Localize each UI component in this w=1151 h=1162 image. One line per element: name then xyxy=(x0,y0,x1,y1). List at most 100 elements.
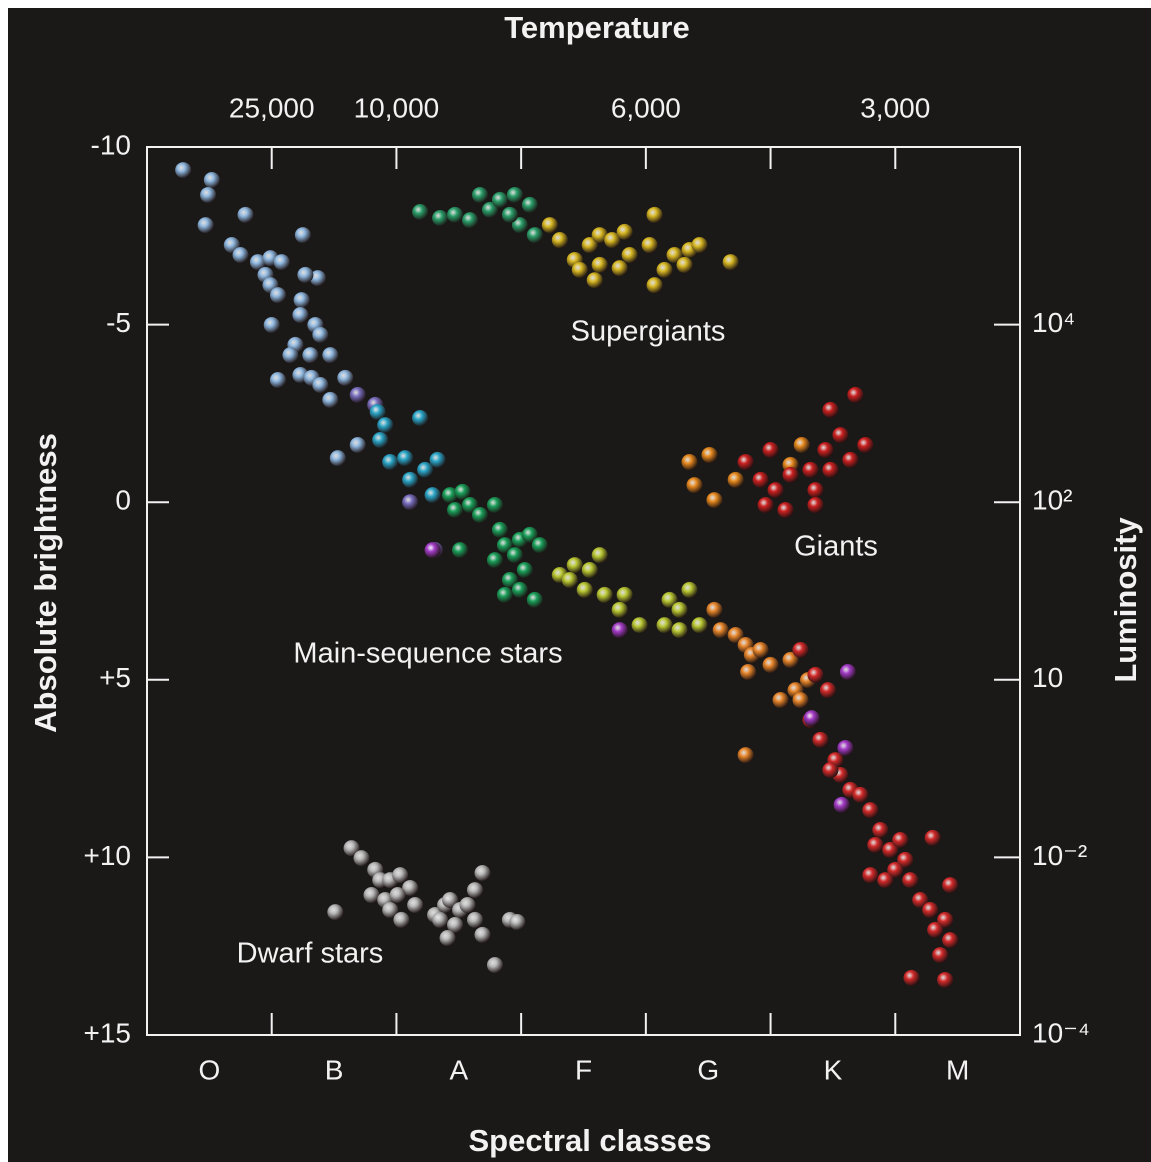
star xyxy=(197,217,214,234)
star xyxy=(591,227,608,244)
star xyxy=(237,206,254,223)
y-tick-label: 0 xyxy=(115,485,131,516)
star xyxy=(417,461,434,478)
annotation: Dwarf stars xyxy=(237,938,384,970)
star xyxy=(269,372,286,389)
star xyxy=(343,840,360,857)
star xyxy=(706,601,723,618)
star xyxy=(621,246,638,263)
star xyxy=(671,601,688,618)
star xyxy=(822,762,839,779)
star xyxy=(752,641,769,658)
star xyxy=(282,347,299,364)
star xyxy=(641,237,658,254)
y2-axis-title: Luminosity xyxy=(1108,517,1143,683)
star xyxy=(892,831,909,848)
star xyxy=(269,287,286,304)
x-tick-label: A xyxy=(449,1054,468,1085)
star xyxy=(616,586,633,603)
star xyxy=(551,232,568,249)
x2-tick-label: 10,000 xyxy=(354,92,440,123)
star xyxy=(691,617,708,634)
y-axis-title: Absolute brightness xyxy=(28,433,63,733)
star xyxy=(867,836,884,853)
star xyxy=(646,277,663,294)
star xyxy=(767,482,784,499)
y2-tick-label: 10² xyxy=(1032,485,1072,516)
star xyxy=(581,562,598,579)
star xyxy=(424,487,441,504)
x-tick-label: K xyxy=(824,1054,843,1085)
star xyxy=(363,887,380,904)
star xyxy=(782,651,799,668)
y-tick-label: +10 xyxy=(84,840,132,871)
star xyxy=(389,887,406,904)
star xyxy=(691,237,708,254)
star xyxy=(897,851,914,868)
star xyxy=(631,617,648,634)
star xyxy=(671,622,688,639)
star xyxy=(402,494,419,511)
star xyxy=(927,921,944,938)
star xyxy=(521,526,538,543)
star xyxy=(466,882,483,899)
star xyxy=(429,451,446,468)
star xyxy=(175,162,192,179)
star xyxy=(656,261,673,278)
x-axis-title: Spectral classes xyxy=(468,1123,711,1158)
star xyxy=(807,497,824,514)
star xyxy=(611,260,628,277)
star xyxy=(309,270,326,287)
star xyxy=(402,879,419,896)
star xyxy=(807,482,824,499)
y-tick-label: +5 xyxy=(99,662,131,693)
star xyxy=(491,521,508,538)
star xyxy=(877,872,894,889)
star xyxy=(862,867,879,884)
star xyxy=(924,829,941,846)
star xyxy=(486,957,503,974)
star xyxy=(501,571,518,588)
star xyxy=(942,932,959,949)
star xyxy=(819,682,836,699)
star xyxy=(706,492,723,509)
y2-tick-label: 10⁴ xyxy=(1032,307,1075,338)
star xyxy=(837,739,854,756)
star xyxy=(839,663,856,680)
star xyxy=(349,437,366,454)
star xyxy=(471,506,488,523)
star xyxy=(932,947,949,964)
star xyxy=(447,206,464,223)
star xyxy=(447,916,464,933)
star xyxy=(722,254,739,271)
star xyxy=(541,217,558,234)
star xyxy=(377,417,394,434)
star xyxy=(576,581,593,598)
star xyxy=(802,461,819,478)
star xyxy=(471,186,488,203)
star xyxy=(412,410,429,427)
star xyxy=(447,502,464,519)
star xyxy=(531,537,548,554)
x-tick-label: B xyxy=(325,1054,344,1085)
star xyxy=(902,872,919,889)
star xyxy=(817,441,834,458)
star xyxy=(439,930,456,947)
star xyxy=(737,747,754,764)
star xyxy=(566,557,583,574)
star xyxy=(459,896,476,913)
star xyxy=(474,865,491,882)
star xyxy=(852,786,869,803)
star xyxy=(740,663,757,680)
star xyxy=(571,261,588,278)
star xyxy=(762,441,779,458)
star xyxy=(382,901,399,918)
star xyxy=(661,591,678,608)
star xyxy=(402,471,419,488)
x2-tick-label: 6,000 xyxy=(611,92,681,123)
star xyxy=(293,292,310,309)
star xyxy=(312,376,329,393)
star xyxy=(491,191,508,208)
star xyxy=(200,186,217,203)
